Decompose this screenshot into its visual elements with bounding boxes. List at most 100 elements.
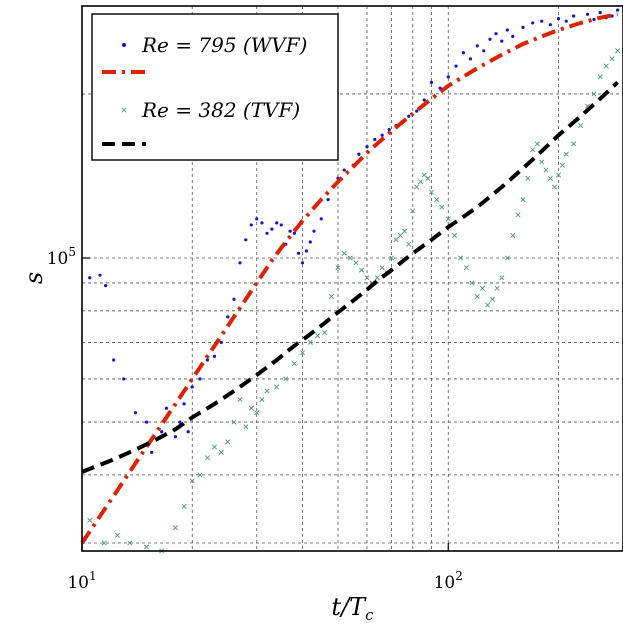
data-point [87, 517, 93, 523]
data-point [326, 197, 330, 202]
data-point [359, 267, 365, 273]
data-point [127, 540, 133, 546]
series-layer [80, 8, 621, 554]
data-point [205, 358, 210, 362]
data-point [494, 285, 500, 291]
data-point [406, 241, 412, 247]
data-point [511, 34, 515, 39]
data-point [469, 280, 475, 286]
data-point [488, 37, 492, 41]
data-point [190, 385, 194, 389]
legend-swatch [122, 43, 126, 47]
legend-swatch [121, 107, 127, 113]
x-tick-label: 102 [434, 569, 463, 593]
data-point [551, 184, 557, 190]
data-point [164, 406, 169, 410]
data-point [609, 56, 615, 62]
data-point [510, 232, 516, 238]
data-point [172, 525, 179, 531]
data-point [468, 57, 473, 61]
data-point [231, 419, 237, 425]
data-point [373, 137, 377, 142]
data-point [559, 162, 565, 168]
data-point [571, 141, 577, 147]
data-point [357, 152, 361, 156]
data-point [616, 8, 620, 12]
y-axis-label: s [20, 272, 48, 284]
data-point [178, 420, 182, 424]
data-point [504, 255, 510, 261]
x-axis-label: t/Tc [331, 593, 374, 624]
data-point [255, 217, 259, 221]
data-point [288, 229, 292, 233]
data-point [389, 255, 395, 261]
data-point [414, 184, 420, 190]
data-point [264, 388, 270, 394]
data-point [592, 17, 596, 22]
data-point [539, 159, 545, 165]
series-1 [80, 12, 618, 545]
data-point [485, 302, 491, 308]
data-point [520, 197, 526, 203]
legend-label: Re = 382 (TVF) [141, 98, 300, 122]
data-point [292, 231, 296, 235]
data-point [457, 255, 464, 261]
data-point [204, 455, 210, 461]
data-point [212, 354, 217, 358]
data-point [279, 223, 283, 227]
data-point [474, 293, 480, 299]
data-point [322, 329, 328, 336]
data-point [312, 229, 316, 233]
data-point [328, 293, 335, 299]
data-point [494, 32, 498, 36]
data-point [101, 540, 107, 546]
data-point [572, 14, 576, 18]
data-point [270, 227, 274, 231]
data-point [445, 216, 451, 222]
data-point [283, 376, 289, 382]
data-point [300, 261, 305, 265]
data-point [397, 232, 403, 238]
data-point [530, 147, 536, 153]
data-point [429, 80, 434, 84]
data-point [88, 276, 92, 280]
data-point [548, 23, 552, 27]
data-point [461, 51, 466, 55]
data-point [104, 283, 108, 288]
data-point [410, 208, 416, 214]
data-point [260, 221, 264, 225]
data-point [402, 228, 408, 234]
series-line [80, 12, 618, 545]
data-point [315, 333, 321, 339]
data-point [422, 98, 426, 102]
data-point [160, 430, 164, 434]
data-point [446, 75, 450, 79]
grid [82, 6, 623, 551]
data-point [237, 396, 243, 403]
data-point [198, 377, 202, 381]
data-point [296, 251, 301, 255]
data-point [122, 377, 126, 381]
series-3 [81, 80, 619, 474]
data-point [342, 168, 346, 172]
data-point [563, 151, 569, 157]
data-point [540, 19, 544, 23]
plot-frame [81, 5, 623, 552]
data-point [232, 297, 236, 301]
data-point [144, 420, 149, 424]
data-point [425, 175, 431, 181]
data-point [211, 444, 218, 450]
data-point [505, 28, 509, 32]
data-point [434, 197, 440, 203]
data-point [304, 249, 309, 253]
series-line [81, 80, 619, 474]
data-point [133, 411, 138, 415]
data-point [238, 261, 242, 265]
data-point [274, 384, 280, 390]
axis-ticks [81, 257, 449, 551]
data-point [226, 315, 230, 319]
data-point [254, 410, 260, 416]
data-point [555, 172, 562, 178]
tick-labels: 101 102 105 [47, 245, 463, 593]
